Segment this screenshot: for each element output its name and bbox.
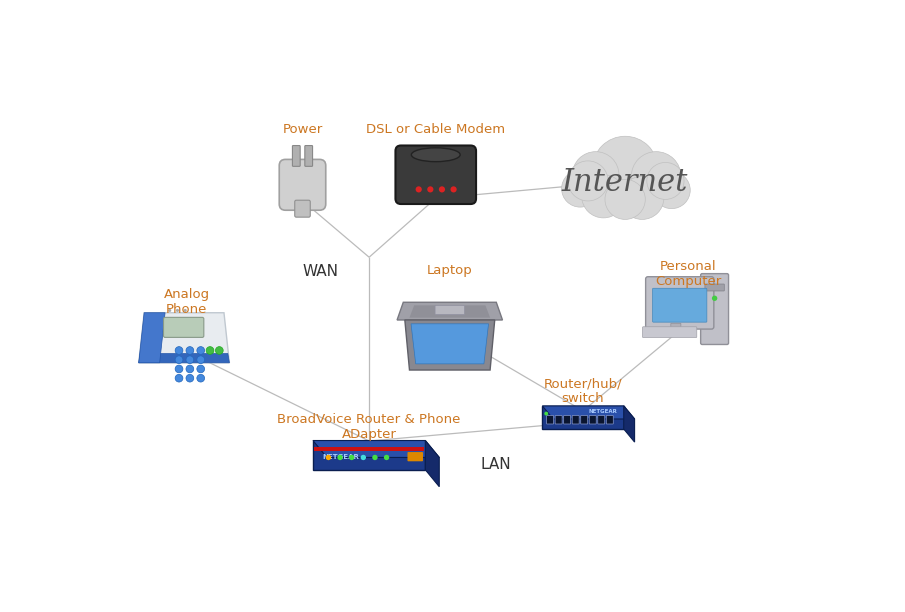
FancyBboxPatch shape [395,146,476,204]
FancyBboxPatch shape [643,327,697,338]
FancyBboxPatch shape [164,318,204,337]
Polygon shape [313,441,439,457]
Circle shape [176,375,183,382]
Circle shape [384,455,389,460]
Polygon shape [411,324,489,364]
Circle shape [372,455,377,460]
Circle shape [176,309,179,312]
FancyBboxPatch shape [564,416,571,424]
Circle shape [621,176,664,220]
Text: Internet: Internet [562,167,689,198]
Circle shape [184,309,186,312]
Polygon shape [397,302,502,320]
Circle shape [415,186,422,192]
FancyBboxPatch shape [606,416,614,424]
Polygon shape [409,305,491,318]
Circle shape [186,356,194,364]
FancyBboxPatch shape [700,274,729,345]
Circle shape [349,455,355,460]
Circle shape [632,152,681,201]
FancyBboxPatch shape [280,159,326,211]
Circle shape [197,375,205,382]
Circle shape [567,161,608,201]
Text: WAN: WAN [302,264,338,279]
Polygon shape [624,406,634,442]
Circle shape [544,412,548,416]
FancyBboxPatch shape [407,452,423,461]
FancyBboxPatch shape [581,416,587,424]
FancyBboxPatch shape [653,288,707,322]
Text: NETGEAR: NETGEAR [588,409,617,414]
FancyBboxPatch shape [547,416,554,424]
Polygon shape [405,320,495,370]
FancyBboxPatch shape [305,146,312,166]
Circle shape [360,455,366,460]
Text: Analog
Phone: Analog Phone [164,288,210,316]
Circle shape [206,346,214,354]
Circle shape [653,172,691,209]
Circle shape [593,136,658,201]
FancyBboxPatch shape [589,416,596,424]
Circle shape [605,179,645,220]
Polygon shape [138,313,165,363]
Circle shape [176,356,183,364]
Circle shape [186,365,194,373]
FancyBboxPatch shape [572,416,579,424]
FancyBboxPatch shape [663,328,689,334]
Circle shape [197,365,205,373]
FancyBboxPatch shape [671,323,681,330]
FancyBboxPatch shape [645,277,714,329]
Polygon shape [315,447,424,451]
FancyBboxPatch shape [598,416,605,424]
Circle shape [647,162,684,200]
Text: DSL or Cable Modem: DSL or Cable Modem [367,123,505,136]
Circle shape [176,346,183,354]
Circle shape [197,356,205,364]
FancyBboxPatch shape [555,416,562,424]
FancyBboxPatch shape [705,284,724,291]
Text: LAN: LAN [480,457,510,472]
Circle shape [582,175,625,218]
FancyBboxPatch shape [435,305,464,315]
Text: Laptop: Laptop [427,264,472,277]
FancyBboxPatch shape [295,200,310,217]
Circle shape [186,346,194,354]
Text: BroadVoice Router & Phone
ADapter: BroadVoice Router & Phone ADapter [278,412,461,441]
Circle shape [338,455,343,460]
Polygon shape [138,313,229,363]
Polygon shape [313,441,425,470]
Polygon shape [425,441,439,487]
Circle shape [168,309,171,312]
Circle shape [427,186,433,192]
Circle shape [439,186,445,192]
Polygon shape [138,354,229,363]
Polygon shape [542,406,634,419]
Circle shape [562,170,599,207]
Circle shape [197,346,205,354]
FancyBboxPatch shape [292,146,300,166]
Circle shape [186,375,194,382]
Polygon shape [542,406,624,429]
Text: Power: Power [282,123,322,136]
Text: Personal
Computer: Personal Computer [655,259,721,288]
Circle shape [712,296,718,301]
Circle shape [451,186,457,192]
Circle shape [326,455,331,460]
Text: NETGEAR: NETGEAR [322,454,359,460]
Circle shape [176,365,183,373]
Ellipse shape [412,148,460,162]
Circle shape [573,152,619,198]
Text: Router/hub/
switch: Router/hub/ switch [544,378,623,405]
Circle shape [215,346,224,354]
